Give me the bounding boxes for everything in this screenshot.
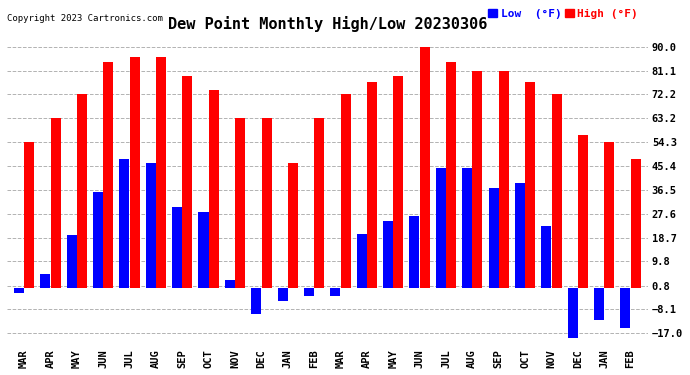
Bar <box>420 47 430 288</box>
Bar <box>77 94 87 288</box>
Bar <box>436 168 446 288</box>
Bar <box>568 288 578 339</box>
Bar <box>409 216 420 288</box>
Bar <box>594 288 604 320</box>
Bar <box>462 168 472 288</box>
Bar <box>357 234 366 288</box>
Bar <box>446 62 456 288</box>
Bar <box>551 94 562 288</box>
Bar <box>383 221 393 288</box>
Bar <box>331 288 340 296</box>
Bar <box>172 207 182 288</box>
Bar <box>225 280 235 288</box>
Bar <box>182 76 193 288</box>
Bar <box>40 274 50 288</box>
Bar <box>620 288 631 328</box>
Bar <box>50 118 61 288</box>
Bar <box>515 183 525 288</box>
Bar <box>67 235 77 288</box>
Title: Dew Point Monthly High/Low 20230306: Dew Point Monthly High/Low 20230306 <box>168 16 487 32</box>
Bar <box>499 70 509 288</box>
Bar <box>14 288 24 293</box>
Bar <box>541 226 551 288</box>
Bar <box>93 192 103 288</box>
Bar <box>251 288 262 314</box>
Bar <box>304 288 314 296</box>
Bar <box>288 164 298 288</box>
Bar <box>367 81 377 288</box>
Bar <box>489 188 499 288</box>
Bar <box>262 118 272 288</box>
Bar <box>119 159 130 288</box>
Bar <box>604 142 614 288</box>
Bar <box>104 62 113 288</box>
Legend: Low  (°F), High (°F): Low (°F), High (°F) <box>484 4 642 23</box>
Bar <box>277 288 288 301</box>
Bar <box>130 57 139 288</box>
Text: Copyright 2023 Cartronics.com: Copyright 2023 Cartronics.com <box>7 14 163 23</box>
Bar <box>24 142 34 288</box>
Bar <box>209 90 219 288</box>
Bar <box>146 164 156 288</box>
Bar <box>341 94 351 288</box>
Bar <box>631 159 640 288</box>
Bar <box>314 118 324 288</box>
Bar <box>525 81 535 288</box>
Bar <box>235 118 245 288</box>
Bar <box>199 211 208 288</box>
Bar <box>473 70 482 288</box>
Bar <box>393 76 404 288</box>
Bar <box>156 57 166 288</box>
Bar <box>578 135 588 288</box>
